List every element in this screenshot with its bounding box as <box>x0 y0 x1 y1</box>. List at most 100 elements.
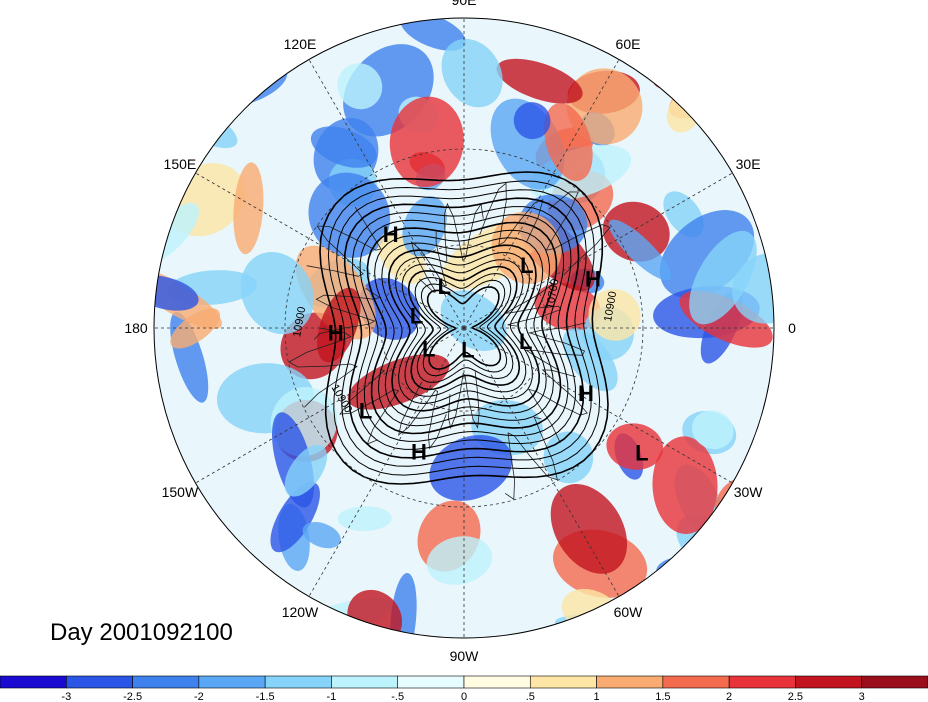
day-label: Day 2001092100 <box>50 619 233 646</box>
latitude-circle <box>284 148 644 508</box>
longitude-label: 150E <box>164 156 197 172</box>
height-contour <box>374 229 554 427</box>
longitude-line <box>195 172 465 329</box>
coastline <box>504 416 558 501</box>
longitude-label: 150W <box>162 484 199 500</box>
colorbar-box <box>728 675 796 689</box>
colorbar-tick-label: -3 <box>61 691 71 702</box>
colorbar-tick-label: 1.5 <box>655 691 670 702</box>
coastline <box>288 327 358 408</box>
longitude-label: 0 <box>788 320 796 336</box>
anomaly-blob <box>157 18 247 58</box>
coastline <box>524 322 586 371</box>
low-pressure-marker: L <box>422 336 435 361</box>
colorbar-box <box>65 675 133 689</box>
colorbar-box <box>861 675 928 689</box>
anomaly-blob <box>667 51 716 99</box>
anomaly-blob <box>691 410 734 450</box>
longitude-label: 180 <box>124 320 148 336</box>
anomaly-blob <box>653 54 759 91</box>
longitude-line <box>463 327 620 597</box>
longitude-line <box>463 59 620 329</box>
colorbar: -3 -2.5 -2 -1.5 -1 -.5 0 .5 1 1.5 2 2.5 3 <box>0 675 928 702</box>
coastline <box>339 368 400 445</box>
anomaly-blob <box>665 31 703 101</box>
anomaly-blob <box>513 102 551 140</box>
anomaly-blob <box>170 308 221 349</box>
colorbar-tick-label: -1 <box>327 691 337 702</box>
coastline <box>306 206 382 277</box>
colorbar-box <box>132 675 200 689</box>
longitude-label: 120W <box>282 604 319 620</box>
low-pressure-marker: L <box>461 337 474 362</box>
anomaly-blob <box>608 219 672 281</box>
anomaly-blob <box>402 196 447 257</box>
contour-label: 10900 <box>602 290 619 322</box>
colorbar-box <box>463 675 531 689</box>
anomaly-blob <box>337 506 392 532</box>
colorbar-tick-label: .5 <box>526 691 535 702</box>
coastline <box>545 191 611 276</box>
height-contour <box>395 252 533 404</box>
colorbar-box <box>662 675 730 689</box>
longitude-label: 60W <box>614 604 644 620</box>
anomaly-blob <box>606 423 664 470</box>
anomaly-blob <box>310 126 377 168</box>
anomaly-blob <box>544 103 593 181</box>
longitude-label: 120E <box>284 36 317 52</box>
colorbar-tick-label: -2 <box>194 691 204 702</box>
colorbar-box <box>331 675 399 689</box>
colorbar-box <box>596 675 664 689</box>
anomaly-blob <box>440 290 507 351</box>
anomaly-blob <box>652 436 718 534</box>
high-pressure-marker: H <box>411 440 427 465</box>
longitude-line <box>195 327 465 484</box>
high-pressure-marker: H <box>383 222 399 247</box>
anomaly-blob <box>701 580 737 614</box>
anomaly-blob <box>710 51 774 104</box>
coastline <box>313 287 381 340</box>
low-pressure-marker: L <box>359 399 372 424</box>
high-pressure-marker: H <box>578 381 594 406</box>
colorbar-boxes <box>0 675 928 689</box>
colorbar-ticks: -3 -2.5 -2 -1.5 -1 -.5 0 .5 1 1.5 2 2.5 3 <box>61 691 864 702</box>
colorbar-box <box>0 675 67 689</box>
colorbar-tick-label: 2.5 <box>788 691 803 702</box>
anomaly-blob <box>302 521 341 549</box>
anomaly-blob <box>441 38 503 108</box>
colorbar-box <box>397 675 465 689</box>
longitude-line <box>463 172 733 329</box>
anomaly-blob <box>154 539 185 576</box>
anomaly-blob <box>154 275 199 311</box>
colorbar-box <box>264 675 332 689</box>
colorbar-tick-label: 1 <box>594 691 600 702</box>
colorbar-tick-label: 2 <box>726 691 732 702</box>
anomaly-blob <box>154 69 187 117</box>
longitude-label: 30W <box>734 484 764 500</box>
anomaly-blob <box>550 484 628 574</box>
contour-label: 10700 <box>544 278 561 310</box>
anomaly-blob <box>734 103 762 186</box>
contour-label: 10900 <box>291 306 308 338</box>
longitude-label: 30E <box>736 156 761 172</box>
longitude-line <box>308 59 465 329</box>
colorbar-tick-label: -.5 <box>391 691 404 702</box>
anomaly-blob <box>284 444 328 497</box>
high-pressure-marker: H <box>328 321 344 346</box>
polar-map: 90E 60E 30E 0 30W 60W 90W 120W 150W 180 150E 120E L… <box>124 0 796 664</box>
colorbar-tick-label: 0 <box>461 691 467 702</box>
low-pressure-marker: L <box>519 329 532 354</box>
low-pressure-marker: L <box>410 303 423 328</box>
height-contour <box>327 180 601 476</box>
anomaly-blob <box>496 58 583 104</box>
anomaly-blob <box>389 96 464 188</box>
colorbar-tick-label: 3 <box>859 691 865 702</box>
high-pressure-marker: H <box>585 267 601 292</box>
anomaly-blob <box>732 253 774 324</box>
anomaly-blob <box>240 252 314 335</box>
colorbar-tick-label: -1.5 <box>256 691 275 702</box>
lat-lon-grid <box>154 18 774 638</box>
longitude-line <box>463 327 733 484</box>
coastline <box>398 381 447 450</box>
